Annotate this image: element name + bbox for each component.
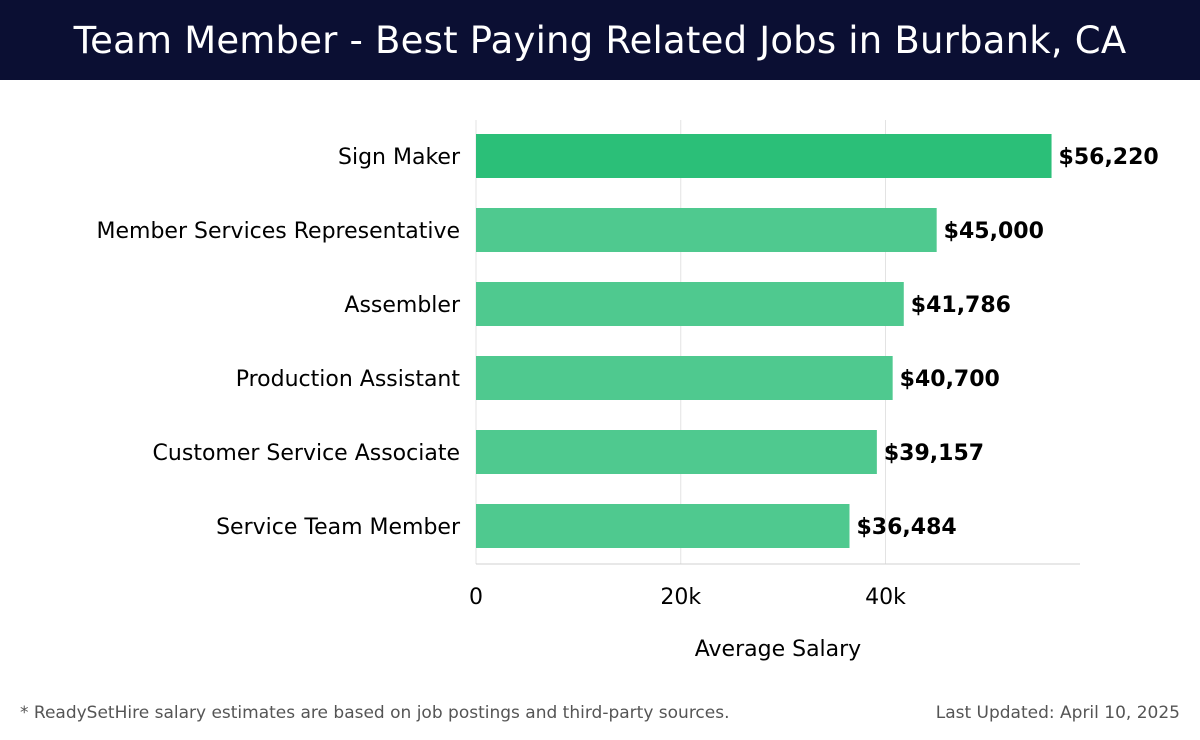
category-label: Service Team Member — [216, 515, 461, 540]
bars — [476, 134, 1052, 548]
category-label: Production Assistant — [236, 367, 461, 392]
data-label: $39,157 — [884, 441, 984, 466]
bar — [476, 282, 904, 326]
category-label: Assembler — [344, 293, 461, 318]
category-label: Sign Maker — [338, 145, 461, 170]
data-label: $56,220 — [1059, 145, 1159, 170]
x-tick-label: 40k — [865, 585, 906, 610]
footnote: * ReadySetHire salary estimates are base… — [20, 703, 730, 723]
data-label: $36,484 — [856, 515, 956, 540]
labels: 0 20k 40k Sign Maker $56,220 Member Services … — [97, 145, 1159, 610]
data-label: $40,700 — [900, 367, 1000, 392]
x-axis-title: Average Salary — [695, 637, 861, 662]
bar — [476, 504, 850, 548]
category-label: Customer Service Associate — [153, 441, 460, 466]
last-updated: Last Updated: April 10, 2025 — [935, 703, 1180, 723]
salary-bar-chart: 0 20k 40k Sign Maker $56,220 Member Services … — [97, 120, 1159, 662]
bar — [476, 208, 937, 252]
grid-lines — [475, 120, 886, 564]
chart-title-bar: Team Member - Best Paying Related Jobs i… — [0, 0, 1200, 80]
data-label: $41,786 — [911, 293, 1011, 318]
bar — [476, 430, 877, 474]
bar — [476, 356, 893, 400]
bar — [476, 134, 1052, 178]
x-tick-label: 20k — [660, 585, 701, 610]
data-label: $45,000 — [944, 219, 1044, 244]
category-label: Member Services Representative — [97, 219, 460, 244]
chart-title: Team Member - Best Paying Related Jobs i… — [73, 18, 1127, 62]
x-tick-label: 0 — [469, 585, 483, 610]
